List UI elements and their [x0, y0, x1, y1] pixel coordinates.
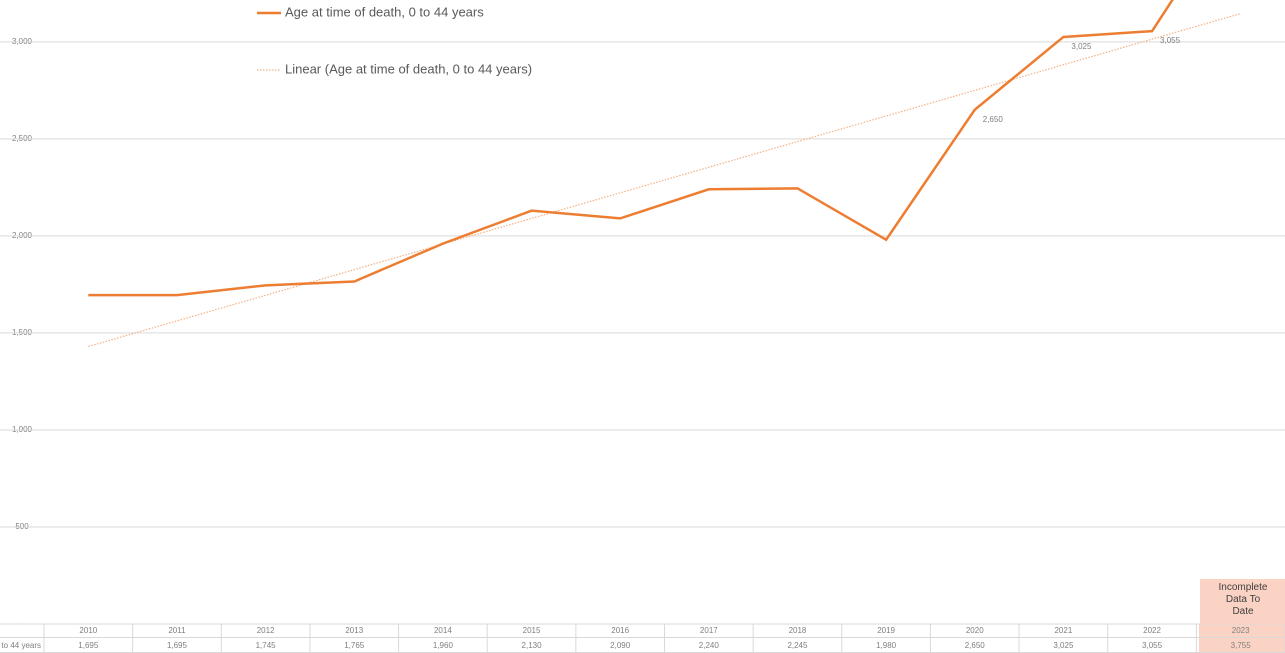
- x-tick-label: 2015: [523, 626, 541, 635]
- series-line: [88, 0, 1240, 295]
- x-tick-label: 2010: [79, 626, 97, 635]
- annotation: Incomplete Data To Date: [1200, 579, 1285, 624]
- data-label: 2,650: [983, 115, 1004, 124]
- data-label: 3,025: [1071, 42, 1092, 51]
- x-tick-label: 2020: [966, 626, 984, 635]
- x-tick-label: 2016: [611, 626, 629, 635]
- table-value: 3,755: [1231, 641, 1252, 650]
- table-value: 3,025: [1053, 641, 1074, 650]
- table-row-header: Age at time of death, 0 to 44 years: [0, 641, 41, 650]
- x-tick-label: 2013: [345, 626, 363, 635]
- legend: Age at time of death, 0 to 44 years Line…: [257, 4, 532, 76]
- legend-label: Linear (Age at time of death, 0 to 44 ye…: [285, 61, 532, 76]
- chart: -5001,0001,5002,0002,5003,000 2,650 3,025…: [0, 0, 1285, 653]
- table-value: 3,055: [1142, 641, 1163, 650]
- plot-area: 2,650 3,025 3,055: [88, 0, 1240, 346]
- page: {"chart_data": {"type": "line", "categor…: [0, 0, 1285, 653]
- table-value: 2,130: [522, 641, 543, 650]
- table-value: 1,695: [167, 641, 188, 650]
- legend-label: Age at time of death, 0 to 44 years: [285, 4, 484, 19]
- x-tick-label: 2022: [1143, 626, 1161, 635]
- table-value: 2,240: [699, 641, 720, 650]
- table-value: 1,765: [344, 641, 365, 650]
- x-tick-label: 2014: [434, 626, 452, 635]
- x-tick-label: 2019: [877, 626, 895, 635]
- table-value: 2,245: [787, 641, 808, 650]
- trendline: [88, 14, 1240, 347]
- table-value: 1,695: [78, 641, 99, 650]
- x-tick-label: 2011: [168, 626, 186, 635]
- table-value: 2,090: [610, 641, 631, 650]
- table-value: 2,650: [965, 641, 986, 650]
- x-tick-label: 2018: [789, 626, 807, 635]
- table-value: 1,980: [876, 641, 897, 650]
- table-value: 1,745: [256, 641, 277, 650]
- x-tick-label: 2021: [1054, 626, 1072, 635]
- x-tick-label: 2023: [1232, 626, 1250, 635]
- data-table: Age at time of death, 0 to 44 years 2010 2…: [0, 624, 1285, 653]
- x-tick-label: 2012: [257, 626, 275, 635]
- x-tick-label: 2017: [700, 626, 718, 635]
- data-label: 3,055: [1160, 36, 1181, 45]
- table-value: 1,960: [433, 641, 454, 650]
